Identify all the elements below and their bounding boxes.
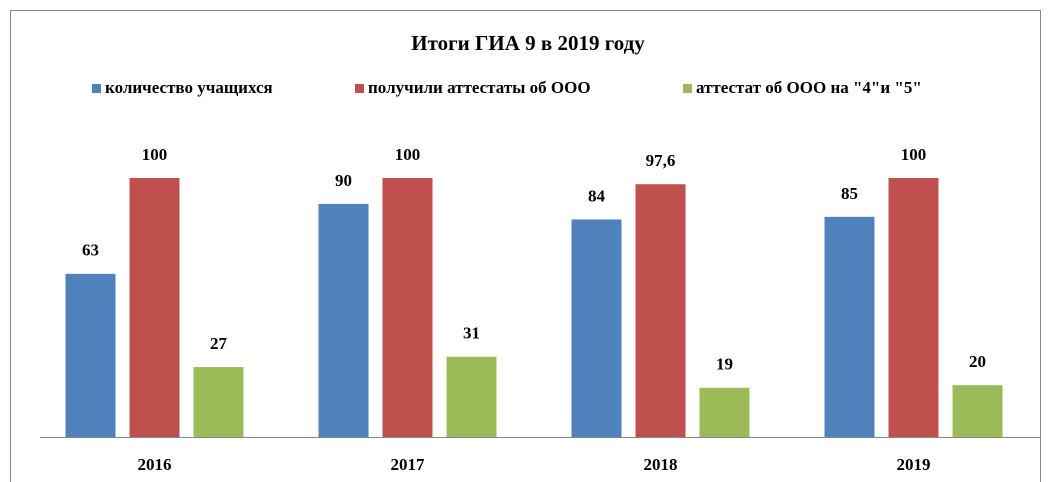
data-label: 100 <box>395 145 421 164</box>
data-label: 100 <box>142 145 168 164</box>
data-label: 27 <box>210 334 228 353</box>
x-tick-label: 2019 <box>897 455 931 474</box>
data-label: 84 <box>588 186 606 205</box>
data-label: 20 <box>969 352 986 371</box>
bar <box>129 178 180 437</box>
legend-label: количество учащихся <box>105 78 273 97</box>
legend-label: получили аттестаты об ООО <box>368 78 591 97</box>
bar <box>446 356 497 437</box>
bar <box>571 219 622 437</box>
bar <box>635 184 686 437</box>
bar <box>888 178 939 437</box>
legend-label: аттестат об ООО на "4"и "5" <box>696 78 922 97</box>
x-tick-label: 2018 <box>644 455 678 474</box>
bar <box>952 385 1003 437</box>
data-label: 19 <box>716 355 733 374</box>
x-tick-label: 2017 <box>391 455 426 474</box>
bar <box>65 273 116 437</box>
x-tick-label: 2016 <box>138 455 172 474</box>
bar <box>699 387 750 437</box>
data-label: 100 <box>901 145 927 164</box>
data-label: 85 <box>841 184 858 203</box>
bar <box>382 178 433 437</box>
chart-title: Итоги ГИА 9 в 2019 году <box>411 31 645 55</box>
data-label: 97,6 <box>646 151 676 170</box>
data-label: 31 <box>463 324 480 343</box>
legend-swatch <box>683 84 692 93</box>
data-label: 63 <box>82 241 99 260</box>
legend-swatch <box>92 84 101 93</box>
bar <box>824 216 875 437</box>
bar <box>193 367 244 437</box>
legend-swatch <box>355 84 364 93</box>
bar <box>318 203 369 437</box>
data-label: 90 <box>335 171 352 190</box>
